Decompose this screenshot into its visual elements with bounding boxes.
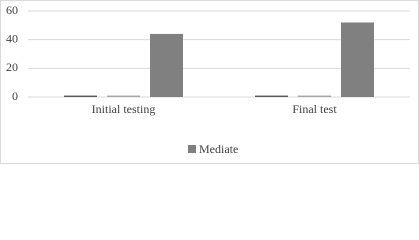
y-tick-label: 20 [6, 60, 18, 74]
bar [255, 95, 288, 97]
y-tick-label: 40 [6, 31, 18, 45]
bar [107, 95, 140, 97]
x-tick-label: Final test [292, 102, 337, 116]
legend-swatch [188, 145, 196, 153]
bar [341, 22, 374, 97]
legend-label: Mediate [199, 142, 238, 156]
x-tick-label: Initial testing [92, 102, 156, 116]
y-tick-label: 0 [12, 89, 18, 103]
y-tick-label: 60 [6, 3, 18, 17]
bar [64, 95, 97, 97]
chart: 0 20 40 60 Initial testing Final test Mediate [0, 0, 419, 164]
bar [298, 95, 331, 97]
bar [150, 33, 183, 97]
